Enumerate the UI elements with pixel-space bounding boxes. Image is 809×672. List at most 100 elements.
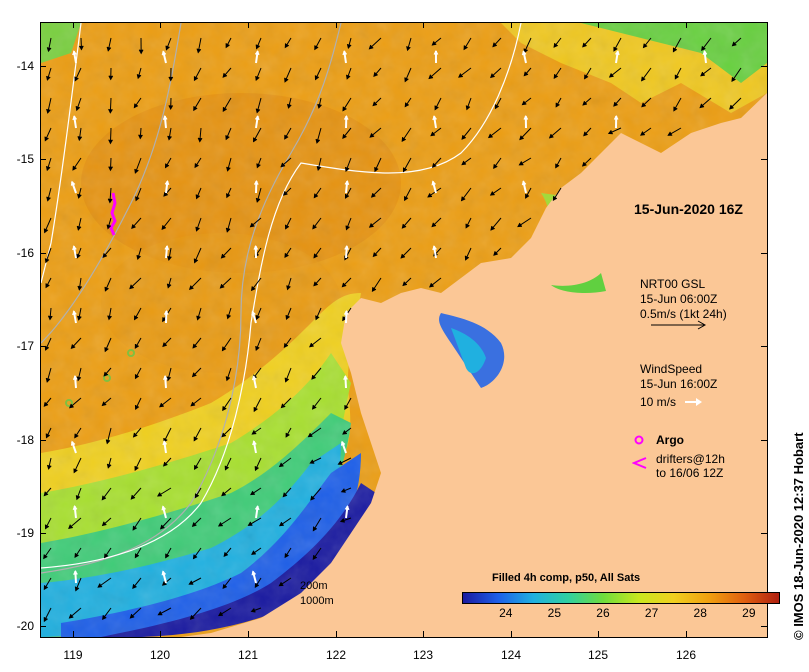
current-arrow-head xyxy=(345,225,350,231)
wind-arrow-head xyxy=(164,180,170,185)
current-arrow-head xyxy=(342,134,347,139)
current-arrow-head xyxy=(108,166,113,172)
wind-arrow-head xyxy=(73,569,78,575)
current-arrow-head xyxy=(226,166,231,172)
wind-arrow-head xyxy=(164,245,170,250)
current-arrow-head xyxy=(106,463,112,469)
current-arrow-head xyxy=(346,74,351,80)
axis-tick-mark xyxy=(40,346,46,347)
current-arrow-head xyxy=(220,253,226,259)
wind-arrow-head xyxy=(343,374,348,380)
current-arrow-head xyxy=(68,614,74,619)
current-arrow-head xyxy=(731,41,737,47)
current-arrow-head xyxy=(307,432,313,438)
argo-legend-label: Argo xyxy=(656,433,684,447)
current-arrow-head xyxy=(521,100,527,106)
wind-arrow-head xyxy=(72,115,78,121)
current-arrow-head xyxy=(312,224,317,230)
current-arrow-head xyxy=(287,103,292,109)
current-arrow-head xyxy=(161,581,167,586)
colorbar-tick-label: 28 xyxy=(693,606,707,620)
current-arrow-head xyxy=(255,44,261,50)
current-arrow-head xyxy=(192,554,198,560)
wind-arrow-head xyxy=(162,440,168,446)
axis-tick-mark xyxy=(761,533,767,534)
axis-tick-mark xyxy=(423,22,424,28)
x-tick-label: 121 xyxy=(237,648,259,662)
wind-arrow-head xyxy=(251,570,257,576)
current-arrow-head xyxy=(45,433,50,439)
current-arrow-head xyxy=(402,167,408,173)
wind-arrow-head xyxy=(344,180,350,185)
current-arrow-head xyxy=(278,581,284,587)
current-arrow-head xyxy=(582,100,588,106)
wind-arrow-head xyxy=(615,50,620,56)
current-arrow-head xyxy=(46,196,51,202)
current-arrow-head xyxy=(285,315,290,321)
current-arrow-head xyxy=(221,491,226,497)
current-arrow-head xyxy=(430,131,436,137)
wind-arrow-head xyxy=(162,374,168,380)
current-arrow-head xyxy=(132,432,138,438)
current-arrow-head xyxy=(286,285,291,291)
axis-tick-mark xyxy=(248,22,249,28)
current-arrow-head xyxy=(316,166,322,172)
current-arrow-head xyxy=(76,253,81,259)
axis-tick-mark xyxy=(761,66,767,67)
current-arrow-head xyxy=(431,41,437,46)
axis-tick-mark xyxy=(40,533,46,534)
current-arrow-head xyxy=(341,282,347,288)
current-arrow-head xyxy=(134,374,140,380)
current-arrow-head xyxy=(219,283,225,289)
colorbar-title: Filled 4h comp, p50, All Sats xyxy=(492,572,641,584)
argo-float-marker xyxy=(65,399,73,407)
axis-tick-mark xyxy=(160,22,161,28)
current-arrow-head xyxy=(75,106,81,112)
current-arrow-head xyxy=(193,76,199,82)
x-tick-label: 119 xyxy=(63,648,83,662)
current-arrow-head xyxy=(340,488,346,493)
current-arrow-head xyxy=(191,372,197,378)
current-arrow-head xyxy=(44,524,50,530)
wind-arrow-head xyxy=(161,50,167,56)
current-arrow-head xyxy=(47,464,52,470)
current-arrow-head xyxy=(401,223,407,229)
x-tick-label: 122 xyxy=(325,648,347,662)
current-arrow-head xyxy=(371,287,377,293)
current-arrow-head xyxy=(226,193,231,199)
current-arrow-head xyxy=(47,315,53,321)
current-arrow-head xyxy=(107,198,113,204)
current-arrow-head xyxy=(108,139,113,145)
current-arrow-head xyxy=(224,465,229,471)
current-arrow-head xyxy=(164,163,170,169)
current-arrow-head xyxy=(278,521,284,527)
current-arrow-head xyxy=(103,371,109,377)
current-arrow-head xyxy=(460,196,466,202)
current-arrow-head xyxy=(102,253,108,258)
wind-arrow-head xyxy=(521,180,527,186)
current-arrow-head xyxy=(44,345,50,351)
current-arrow-head xyxy=(46,47,52,53)
colorbar-tick-label: 25 xyxy=(547,606,562,620)
current-arrow-head xyxy=(255,108,261,114)
wind-arrow-head xyxy=(253,244,259,250)
wind-arrow-head xyxy=(72,310,77,316)
current-arrow-head xyxy=(193,258,199,264)
wind-arrow-head xyxy=(521,50,527,56)
current-arrow-head xyxy=(194,493,200,499)
current-arrow-head xyxy=(254,583,260,589)
current-arrow-head xyxy=(105,439,111,445)
wind-arrow-head xyxy=(72,375,78,380)
axis-tick-mark xyxy=(40,626,46,627)
current-arrow-head xyxy=(368,44,374,50)
wind-arrow-head xyxy=(344,244,349,250)
current-arrow-head xyxy=(428,282,434,288)
wind-arrow-head xyxy=(253,179,259,185)
current-arrow-head xyxy=(70,344,76,349)
current-arrow-head xyxy=(161,225,167,230)
current-arrow-head xyxy=(404,196,409,202)
current-arrow-head xyxy=(156,492,162,497)
argo-marker-icon xyxy=(634,435,644,445)
current-arrow-head xyxy=(108,108,113,114)
current-arrow-head xyxy=(45,283,50,289)
